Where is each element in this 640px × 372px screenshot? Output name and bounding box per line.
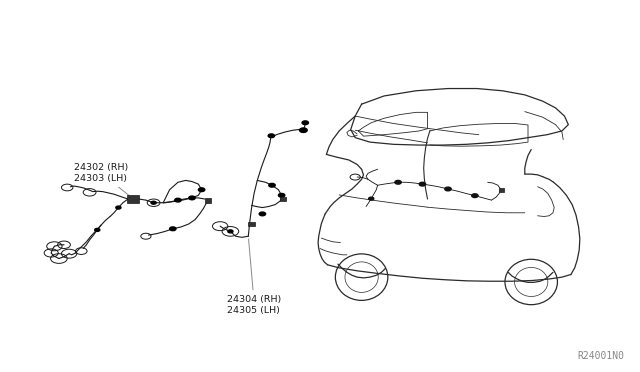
Polygon shape [499,188,504,192]
Text: R24001N0: R24001N0 [577,351,624,361]
Circle shape [95,228,100,231]
Circle shape [116,206,121,209]
Circle shape [369,197,374,200]
Polygon shape [127,195,139,203]
Circle shape [151,201,156,204]
Circle shape [268,134,275,138]
Circle shape [445,187,451,191]
Text: 24304 (RH)
24305 (LH): 24304 (RH) 24305 (LH) [227,239,282,315]
Circle shape [269,183,275,187]
Polygon shape [205,198,211,203]
Text: 24302 (RH)
24303 (LH): 24302 (RH) 24303 (LH) [74,163,129,195]
Circle shape [300,128,307,132]
Circle shape [278,193,285,197]
Circle shape [228,230,233,233]
Circle shape [259,212,266,216]
Polygon shape [280,197,285,201]
Circle shape [302,121,308,125]
Circle shape [170,227,176,231]
Circle shape [419,182,426,186]
Circle shape [175,198,181,202]
Polygon shape [248,222,255,226]
Circle shape [395,180,401,184]
Circle shape [189,196,195,200]
Circle shape [198,188,205,192]
Circle shape [472,194,478,198]
